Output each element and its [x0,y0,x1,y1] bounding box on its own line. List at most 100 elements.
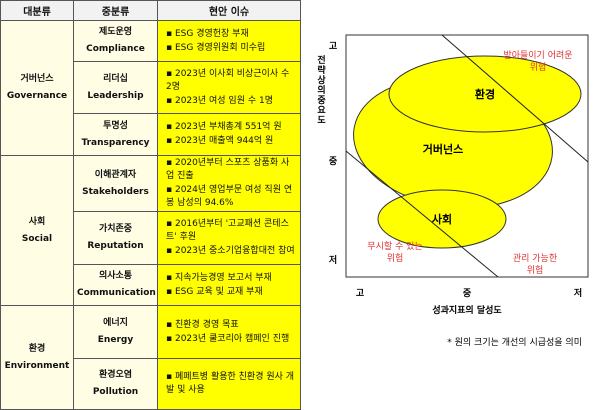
y-axis-title: 전략상의중요도 [315,54,325,125]
mid-category: 환경오염 Pollution [73,358,158,410]
issue-text: 2016년부터 '고교패션 콘테스트' 후원 [166,219,289,242]
x-axis-title: 성과지표의 달성도 [432,304,502,316]
esg-issue-table: 대분류 중분류 현안 이슈 거버넌스 Governance 제도운영 Compliance… [0,0,301,410]
zone-manageable-2: 위험 [527,265,544,276]
issue-text: 친환경 경영 목표 [174,319,239,330]
major-category: 환경 Environment [0,305,74,410]
issue-text: 2023년 쿨코리아 캠페인 진행 [174,333,290,344]
mid-en: Leadership [87,90,144,101]
header-mid: 중분류 [73,0,158,21]
mid-ko: 가치존중 [98,224,133,234]
lower-threshold-line [345,150,499,278]
major-ko: 환경 [28,343,46,354]
zone-negligible-1: 무시할 수 있는 [367,240,422,252]
label-environment: 환경 [475,87,495,101]
issue-text: 2023년 매출액 944억 원 [174,136,274,146]
mid-ko: 의사소통 [98,271,133,281]
issue-item: ▪ 2023년 매출액 944억 원 [166,136,274,146]
mid-category: 리더십 Leadership [73,61,158,114]
issue-item: ▪ ESG 경영위원회 미수립 [166,42,266,53]
issues-cell: ▪ 폐페트병 활용한 친환경 원사 개발 및 사용 [157,358,301,410]
label-social: 사회 [432,212,452,226]
major-category: 거버넌스 Governance [0,20,74,156]
issue-text: 2023년 중소기업융합대전 참여 [174,246,295,256]
table-row: 리더십 Leadership ▪ 2023년 이사회 비상근이사 수 2명 ▪ 202… [1,61,301,114]
issue-item: ▪ 폐페트병 활용한 친환경 원사 개발 및 사용 [166,372,295,395]
footnote: * 원의 크기는 개선의 시급성을 의미 [447,337,582,348]
mid-category: 가치존중 Reputation [73,211,158,265]
issues-cell: ▪ 2020년부터 스포츠 상품화 사업 진출 ▪ 2024년 영업부문 여성 직… [157,155,301,212]
issue-item: ▪ 2023년 이사회 비상근이사 수 2명 [166,68,290,92]
issue-item: ▪ 친환경 경영 목표 [166,319,239,330]
zone-unacceptable-2: 위험 [530,62,547,73]
issue-item: ▪ ESG 교육 및 교재 부재 [166,286,263,297]
issue-text: 2024년 영업부문 여성 직원 연봉 남성의 94.6% [166,185,293,208]
header-major: 대분류 [0,0,74,21]
issues-cell: ▪ 2023년 부채총계 551억 원 ▪ 2023년 매출액 944억 원 [157,113,301,156]
major-ko: 거버넌스 [20,74,54,84]
issue-item: ▪ 2023년 여성 임원 수 1명 [166,95,274,106]
bubble-environment [388,55,582,133]
issue-text: ESG 경영위원회 미수립 [174,42,266,53]
major-en: Social [21,233,53,244]
issues-cell: ▪ 2016년부터 '고교패션 콘테스트' 후원 ▪ 2023년 중소기업융합대전… [157,211,301,265]
issue-item: ▪ 2023년 중소기업융합대전 참여 [166,246,295,256]
mid-category: 이해관계자 Stakeholders [73,155,158,212]
issue-item: ▪ 지속가능경영 보고서 부재 [166,272,272,283]
mid-ko: 환경오염 [98,370,133,380]
mid-en: Transparency [81,137,150,148]
major-ko: 사회 [28,216,46,227]
table-row: 사회 Social 이해관계자 Stakeholders ▪ 2020년부터 스포츠 상… [0,155,301,306]
issue-item: ▪ ESG 경영헌장 부재 [166,28,249,39]
mid-en: Stakeholders [82,186,149,197]
upper-threshold-line [441,34,589,163]
issue-text: 2023년 부채총계 551억 원 [174,122,282,132]
issue-text: 폐페트병 활용한 친환경 원사 개발 및 사용 [166,372,295,395]
issue-text: 지속가능경영 보고서 부재 [174,272,272,283]
table-row: 가치존중 Reputation ▪ 2016년부터 '고교패션 콘테스트' 후원 ▪ … [1,211,301,265]
y-tick-high: 고 [329,41,337,52]
issue-item: ▪ 2023년 부채총계 551억 원 [166,122,282,132]
mid-en: Communication [77,288,156,298]
y-tick-low: 저 [329,254,337,266]
table-row: 투명성 Transparency ▪ 2023년 부채총계 551억 원 ▪ 2023… [1,113,301,156]
mid-ko: 이해관계자 [94,169,137,180]
zone-manageable-1: 관리 가능한 [513,253,557,264]
mid-ko: 에너지 [103,318,128,328]
x-tick-high: 고 [356,288,364,299]
zone-unacceptable-1: 받아들이기 어려운 [503,50,572,61]
issue-text: ESG 경영헌장 부재 [174,28,249,39]
mid-category: 제도운영 Compliance [73,20,158,62]
issue-text: 2020년부터 스포츠 상품화 사업 진출 [166,158,290,181]
issues-cell: ▪ ESG 경영헌장 부재 ▪ ESG 경영위원회 미수립 [157,20,301,62]
mid-en: Compliance [86,44,145,54]
issues-cell: ▪ 2023년 이사회 비상근이사 수 2명 ▪ 2023년 여성 임원 수 1명 [157,61,301,114]
major-en: Governance [6,91,68,101]
issue-text: 2023년 여성 임원 수 1명 [174,95,274,106]
table-row: 환경 Environment 에너지 Energy ▪ 친환경 경영 목표 ▪ 2023년… [0,305,301,410]
mid-ko: 제도운영 [98,27,133,37]
issues-cell: ▪ 친환경 경영 목표 ▪ 2023년 쿨코리아 캠페인 진행 [157,305,301,359]
issue-item: ▪ 2020년부터 스포츠 상품화 사업 진출 [166,158,290,181]
mid-en: Energy [97,335,134,345]
table-row: 환경오염 Pollution ▪ 폐페트병 활용한 친환경 원사 개발 및 사용 [1,358,301,410]
label-governance: 거버넌스 [423,142,463,156]
issue-item: ▪ 2016년부터 '고교패션 콘테스트' 후원 [166,219,289,242]
mid-en: Reputation [87,241,144,251]
mid-en: Pollution [92,387,139,397]
y-tick-mid: 중 [329,156,337,167]
issue-text: 2023년 이사회 비상근이사 수 2명 [166,68,290,92]
table-row: 거버넌스 Governance 제도운영 Compliance ▪ ESG 경영헌장 부… [0,20,301,156]
mid-category: 에너지 Energy [73,305,158,359]
issues-cell: ▪ 지속가능경영 보고서 부재 ▪ ESG 교육 및 교재 부재 [157,264,301,306]
issue-item: ▪ 2024년 영업부문 여성 직원 연봉 남성의 94.6% [166,185,293,208]
x-tick-low: 저 [574,287,582,299]
mid-ko: 투명성 [103,120,128,131]
issue-item: ▪ 2023년 쿨코리아 캠페인 진행 [166,333,290,344]
x-tick-mid: 중 [463,288,471,299]
issue-text: ESG 교육 및 교재 부재 [174,286,263,297]
mid-ko: 리더십 [103,73,128,84]
major-en: Environment [4,360,70,371]
zone-negligible-2: 위험 [387,253,404,264]
